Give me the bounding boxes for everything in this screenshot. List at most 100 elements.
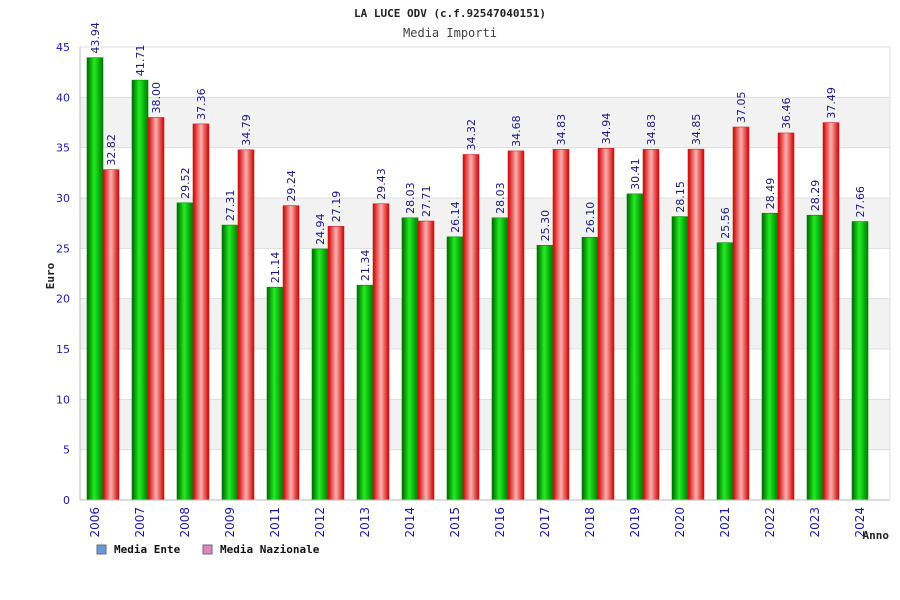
legend-label-media-ente: Media Ente — [114, 543, 181, 556]
value-label-media-ente-2012: 24.94 — [314, 213, 327, 245]
legend-swatch-media-ente — [96, 544, 107, 555]
value-label-media-ente-2019: 30.41 — [629, 158, 642, 190]
value-label-media-nazionale-2009: 34.79 — [240, 114, 253, 146]
value-label-media-ente-2008: 29.52 — [179, 167, 192, 199]
grid-band — [80, 97, 890, 148]
y-tick-label: 10 — [56, 393, 70, 406]
value-label-media-nazionale-2019: 34.83 — [645, 114, 658, 146]
bar-media-nazionale-2018 — [597, 147, 615, 501]
value-label-media-ente-2017: 25.30 — [539, 210, 552, 242]
bar-media-nazionale-2016 — [507, 150, 525, 501]
legend: Media Ente Media Nazionale — [96, 543, 320, 556]
value-label-media-nazionale-2018: 34.94 — [600, 113, 613, 145]
bar-media-ente-2012 — [311, 248, 329, 501]
value-label-media-nazionale-2006: 32.82 — [105, 134, 118, 166]
grid-band — [80, 248, 890, 299]
value-label-media-ente-2011: 21.14 — [269, 252, 282, 284]
value-label-media-ente-2024: 27.66 — [854, 186, 867, 218]
value-label-media-nazionale-2022: 36.46 — [780, 97, 793, 129]
bar-media-ente-2020 — [671, 216, 689, 501]
gridlines — [80, 46, 890, 501]
value-label-media-ente-2023: 28.29 — [809, 180, 822, 212]
x-tick-label-2006: 2006 — [88, 507, 102, 538]
grid-band — [80, 47, 890, 98]
bar-media-nazionale-2017 — [552, 149, 570, 501]
x-tick-label-2015: 2015 — [448, 507, 462, 538]
y-tick-label: 0 — [63, 494, 70, 507]
value-label-media-nazionale-2008: 37.36 — [195, 88, 208, 120]
bar-media-nazionale-2012 — [327, 225, 345, 501]
axes — [79, 47, 891, 501]
grid-band — [80, 449, 890, 500]
bar-media-ente-2016 — [491, 217, 509, 501]
bar-media-ente-2024 — [851, 221, 869, 501]
legend-swatch-media-nazionale — [202, 544, 213, 555]
bar-media-ente-2014 — [401, 217, 419, 501]
bar-media-ente-2023 — [806, 214, 824, 501]
bar-media-ente-2015 — [446, 236, 464, 501]
x-tick-label-2013: 2013 — [358, 507, 372, 538]
bar-media-ente-2018 — [581, 236, 599, 501]
x-tick-label-2012: 2012 — [313, 507, 327, 538]
legend-label-media-nazionale: Media Nazionale — [220, 543, 320, 556]
x-tick-label-2024: 2024 — [853, 507, 867, 538]
y-tick-label: 35 — [56, 142, 70, 155]
y-tick-label: 45 — [56, 41, 70, 54]
value-label-media-ente-2007: 41.71 — [134, 45, 147, 77]
value-label-media-nazionale-2020: 34.85 — [690, 114, 703, 146]
grid-band — [80, 349, 890, 400]
grid-band — [80, 147, 890, 198]
bar-media-nazionale-2020 — [687, 148, 705, 501]
bar-media-ente-2008 — [176, 202, 194, 501]
y-tick-label: 40 — [56, 91, 70, 104]
y-tick-label: 5 — [63, 444, 70, 457]
bar-media-nazionale-2011 — [282, 205, 300, 501]
x-tick-label-2020: 2020 — [673, 507, 687, 538]
value-label-media-ente-2014: 28.03 — [404, 182, 417, 214]
chart-subtitle: Media Importi — [403, 26, 497, 40]
bar-media-nazionale-2021 — [732, 126, 750, 501]
grid-band — [80, 399, 890, 450]
value-label-media-ente-2013: 21.34 — [359, 250, 372, 282]
bar-media-nazionale-2015 — [462, 154, 480, 501]
x-tick-label-2011: 2011 — [268, 507, 282, 538]
bar-media-nazionale-2014 — [417, 220, 435, 501]
bar-media-ente-2007 — [131, 79, 149, 501]
bar-media-ente-2022 — [761, 212, 779, 501]
value-label-media-nazionale-2023: 37.49 — [825, 87, 838, 119]
y-tick-label: 15 — [56, 343, 70, 356]
bar-media-ente-2019 — [626, 193, 644, 501]
value-label-media-ente-2022: 28.49 — [764, 178, 777, 210]
x-tick-label-2019: 2019 — [628, 507, 642, 538]
x-tick-label-2009: 2009 — [223, 507, 237, 538]
bar-media-ente-2011 — [266, 286, 284, 501]
x-axis-label: Anno — [863, 529, 890, 542]
value-label-media-nazionale-2007: 38.00 — [150, 82, 163, 114]
x-tick-label-2022: 2022 — [763, 507, 777, 538]
grid-bands — [80, 47, 890, 500]
bar-media-nazionale-2019 — [642, 149, 660, 501]
grid-band — [80, 298, 890, 349]
x-tick-label-2017: 2017 — [538, 507, 552, 538]
x-tick-label-2014: 2014 — [403, 507, 417, 538]
y-axis-label: Euro — [44, 262, 57, 289]
bar-media-ente-2013 — [356, 284, 374, 501]
value-label-media-nazionale-2014: 27.71 — [420, 186, 433, 218]
bar-media-ente-2006 — [86, 57, 104, 501]
chart-title: LA LUCE ODV (c.f.92547040151) — [354, 7, 546, 20]
value-label-media-ente-2009: 27.31 — [224, 190, 237, 222]
value-label-media-ente-2016: 28.03 — [494, 182, 507, 214]
value-label-media-nazionale-2011: 29.24 — [285, 170, 298, 202]
value-label-media-ente-2021: 25.56 — [719, 207, 732, 239]
bar-media-nazionale-2008 — [192, 123, 210, 501]
y-tick-labels: 0 5 10 15 20 25 30 35 40 45 — [56, 41, 70, 507]
bar-media-nazionale-2013 — [372, 203, 390, 501]
value-label-media-nazionale-2017: 34.83 — [555, 114, 568, 146]
x-tick-label-2008: 2008 — [178, 507, 192, 538]
value-label-media-nazionale-2021: 37.05 — [735, 92, 748, 124]
x-tick-label-2023: 2023 — [808, 507, 822, 538]
value-label-media-ente-2015: 26.14 — [449, 201, 462, 233]
bar-media-ente-2021 — [716, 242, 734, 501]
bar-media-ente-2009 — [221, 224, 239, 501]
